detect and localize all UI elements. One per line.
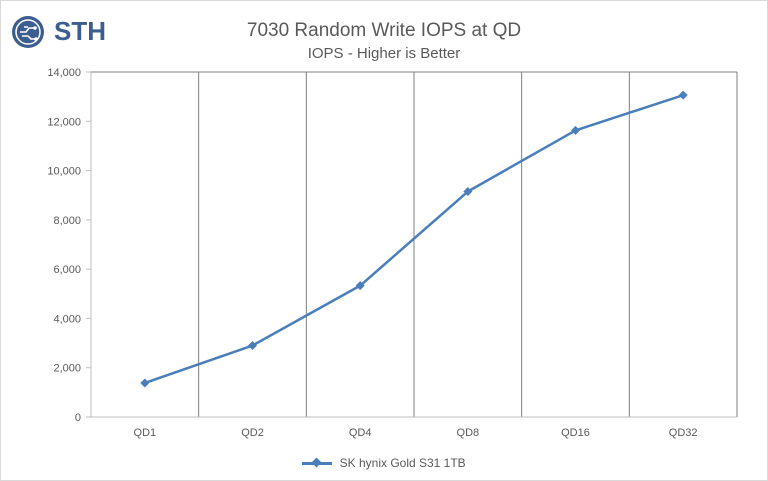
data-point xyxy=(355,281,365,291)
y-tick-label: 14,000 xyxy=(47,67,81,79)
y-tick-label: 2,000 xyxy=(53,363,81,375)
data-point xyxy=(463,187,473,197)
legend: SK hynix Gold S31 1TB xyxy=(0,455,768,470)
y-tick-label: 8,000 xyxy=(53,215,81,227)
y-tick-label: 6,000 xyxy=(53,264,81,276)
y-tick-label: 10,000 xyxy=(47,166,81,178)
chart-subtitle: IOPS - Higher is Better xyxy=(307,45,461,62)
x-tick-label: QD1 xyxy=(134,427,157,439)
y-tick-label: 12,000 xyxy=(47,116,81,128)
data-point xyxy=(248,341,257,351)
legend-series-label: SK hynix Gold S31 1TB xyxy=(339,455,466,470)
x-tick-label: QD2 xyxy=(241,427,264,439)
data-point xyxy=(571,125,580,135)
x-tick-label: QD32 xyxy=(669,427,698,439)
chart-title: 7030 Random Write IOPS at QD xyxy=(246,20,522,41)
legend-series-marker xyxy=(302,457,333,469)
x-tick-label: QD16 xyxy=(561,427,590,439)
y-tick-label: 0 xyxy=(75,412,81,424)
y-tick-label: 4,000 xyxy=(53,313,81,325)
data-point xyxy=(678,90,688,100)
data-point xyxy=(140,378,150,388)
sth-logo: STH xyxy=(10,14,106,50)
circuit-head-icon xyxy=(12,16,44,48)
x-tick-label: QD8 xyxy=(457,427,480,439)
series-line xyxy=(144,93,684,385)
logo-text: STH xyxy=(54,16,106,46)
x-tick-label: QD4 xyxy=(349,427,372,439)
